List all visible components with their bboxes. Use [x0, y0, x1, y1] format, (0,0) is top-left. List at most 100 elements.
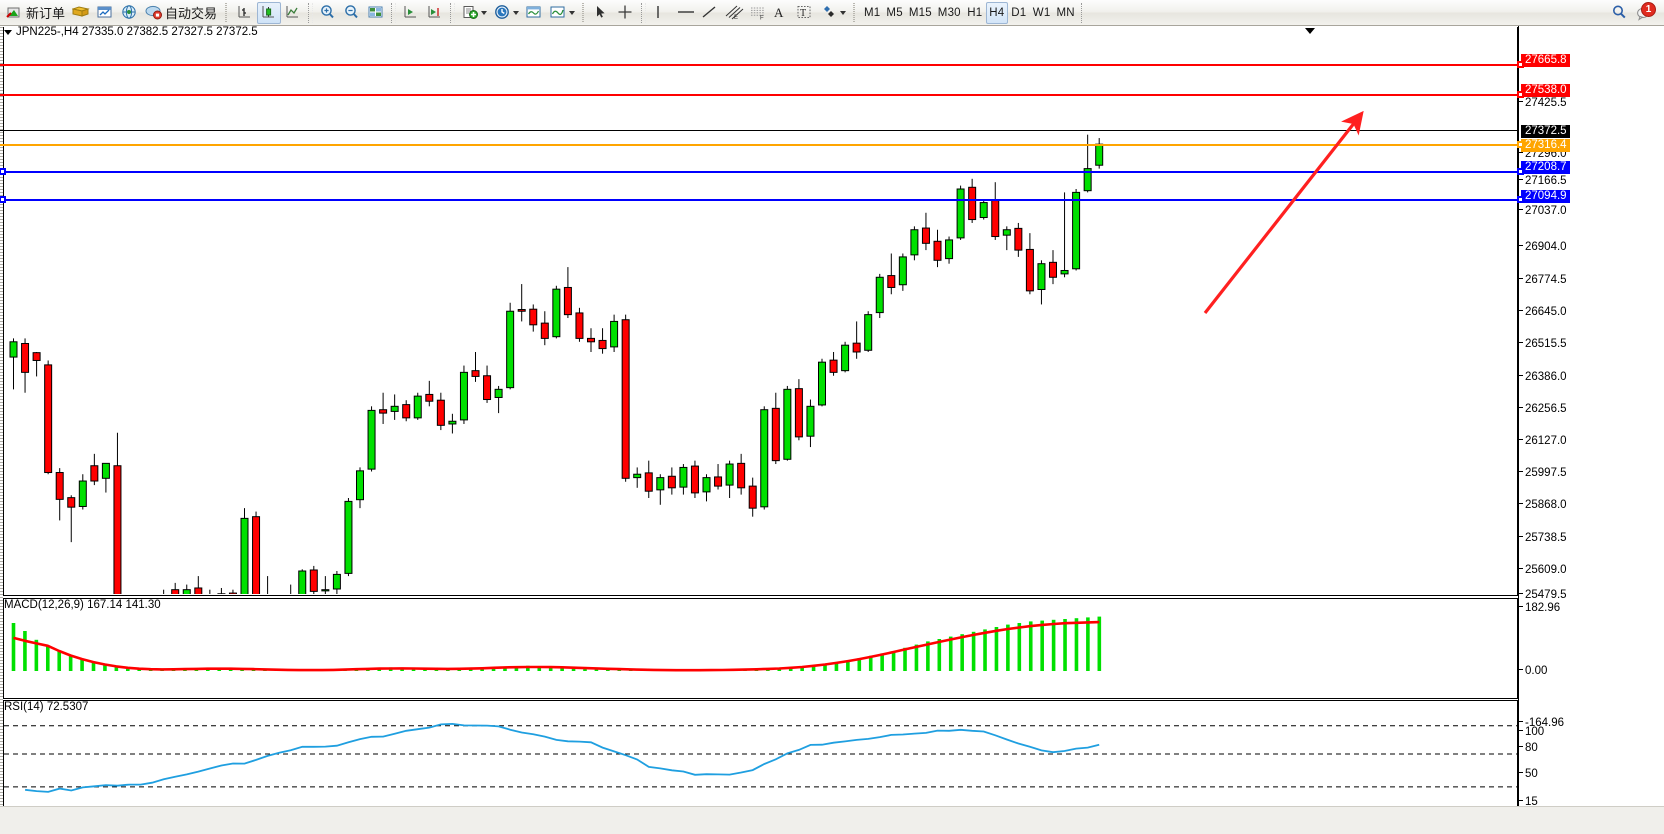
new-order-button[interactable]: 新订单: [2, 2, 69, 24]
axis-tick-label: 25479.5: [1525, 589, 1567, 601]
axis-tick-label: 182.96: [1525, 602, 1561, 614]
shapes-caret-icon[interactable]: [840, 10, 847, 15]
price-axis-tick: 50: [1519, 768, 1538, 780]
axis-tick-mark: [1519, 669, 1523, 670]
price-pane[interactable]: [3, 27, 1518, 596]
timeframe-h1[interactable]: H1: [967, 6, 983, 19]
trendline-button[interactable]: [697, 2, 721, 24]
toolbar-grip-3[interactable]: [852, 2, 859, 23]
shift-start-button[interactable]: [399, 2, 423, 24]
resistance-line-1-stroke: [0, 94, 1519, 96]
candlestick-chart-button[interactable]: [257, 1, 282, 24]
price-axis-tick: 26386.0: [1519, 371, 1567, 383]
bar-chart-button[interactable]: [233, 2, 257, 24]
chart-collapse-arrow-icon[interactable]: [1305, 28, 1315, 34]
toolbar-grip-2[interactable]: [581, 2, 588, 23]
cursor-button[interactable]: [590, 2, 614, 24]
toolbar-separator-4: [641, 2, 647, 23]
axis-tick-mark: [1519, 407, 1523, 408]
axis-tick-mark: [1519, 536, 1523, 537]
chart-vertical-grip[interactable]: [0, 27, 3, 808]
price-tag-resistance-2[interactable]: 27665.8: [1521, 54, 1570, 67]
pending-order-line-handle-right[interactable]: [1517, 141, 1524, 148]
support-line-1-handle-left[interactable]: [0, 168, 6, 175]
zoom-in-button[interactable]: [316, 2, 340, 24]
auto-trading-label: 自动交易: [165, 6, 218, 21]
support-line-2-handle-left[interactable]: [0, 196, 6, 203]
add-indicator-caret-icon[interactable]: [481, 10, 488, 15]
templates-button[interactable]: [522, 2, 546, 24]
timeframe-d1[interactable]: D1: [1011, 6, 1027, 19]
axis-tick-label: 27425.5: [1525, 97, 1567, 109]
timeframe-m15[interactable]: M15: [908, 6, 932, 19]
support-line-1-handle-right[interactable]: [1517, 168, 1524, 175]
templates-caret-icon[interactable]: [569, 10, 576, 15]
timeframe-h4[interactable]: H4: [985, 1, 1008, 24]
rsi-pane[interactable]: [3, 700, 1518, 808]
tile-windows-button[interactable]: [364, 2, 388, 24]
price-axis-tick: 26515.5: [1519, 338, 1567, 350]
shift-end-button[interactable]: [423, 2, 447, 24]
equidistant-channel-button[interactable]: E: [721, 2, 745, 24]
period-button[interactable]: [490, 2, 522, 24]
axis-tick-mark: [1519, 800, 1523, 801]
timeframe-m30[interactable]: M30: [937, 6, 961, 19]
price-axis-divider: [1518, 26, 1519, 808]
globe-button[interactable]: [117, 2, 141, 24]
timeframe-w1[interactable]: W1: [1032, 6, 1051, 19]
timeframe-mn[interactable]: MN: [1056, 6, 1075, 19]
price-tag-resistance-1[interactable]: 27538.0: [1521, 84, 1570, 97]
add-indicator-button[interactable]: [458, 2, 490, 24]
bid-line-stroke: [0, 130, 1519, 131]
axis-tick-mark: [1519, 152, 1523, 153]
candlestick-plot: [9, 134, 1104, 595]
auto-trading-button[interactable]: 自动交易: [141, 2, 221, 24]
toolbar-grip-1[interactable]: [224, 2, 231, 23]
price-axis-tick: 27425.5: [1519, 97, 1567, 109]
horizontal-line-button[interactable]: [673, 2, 697, 24]
price-axis-tick: 25609.0: [1519, 564, 1567, 576]
axis-tick-label: 26386.0: [1525, 371, 1567, 383]
price-tag-bid-price[interactable]: 27372.5: [1521, 125, 1570, 138]
rsi-label: RSI(14) 72.5307: [4, 701, 89, 713]
crosshair-button[interactable]: [614, 2, 638, 24]
text-label-button[interactable]: T: [793, 2, 817, 24]
axis-tick-mark: [1519, 209, 1523, 210]
price-axis-tick: 27037.0: [1519, 205, 1567, 217]
resistance-line-1-handle-right[interactable]: [1517, 91, 1524, 98]
shapes-button[interactable]: [817, 2, 849, 24]
support-line-2-handle-right[interactable]: [1517, 196, 1524, 203]
price-tag-support-2[interactable]: 27094.9: [1521, 190, 1570, 203]
price-axis[interactable]: 27425.5 27296.0 27166.5 27037.0 26904.0 26774…: [1519, 26, 1664, 819]
timeframe-m1[interactable]: M1: [864, 6, 881, 19]
pending-order-line-stroke: [0, 144, 1519, 146]
axis-tick-mark: [1519, 342, 1523, 343]
axis-tick-mark: [1519, 471, 1523, 472]
fibonacci-button[interactable]: F: [745, 2, 769, 24]
rsi-plot: [4, 722, 1517, 793]
status-bar: [0, 806, 1664, 834]
vertical-line-button[interactable]: [649, 2, 673, 24]
alerts-button[interactable]: 1: [1632, 1, 1658, 24]
resistance-line-2-handle-right[interactable]: [1517, 61, 1524, 68]
axis-tick-label: 26904.0: [1525, 241, 1567, 253]
price-tag-support-1[interactable]: 27208.7: [1521, 161, 1570, 174]
timeframe-m5[interactable]: M5: [886, 6, 903, 19]
chart-window-icon: [96, 4, 114, 21]
templates-secondary-button[interactable]: [546, 2, 578, 24]
price-axis-tick: 0.00: [1519, 665, 1547, 677]
chart-window-button[interactable]: [93, 2, 117, 24]
price-tag-pending-order[interactable]: 27316.4: [1521, 139, 1570, 152]
period-caret-icon[interactable]: [513, 10, 520, 15]
text-button[interactable]: A: [769, 2, 793, 24]
folder-button[interactable]: [69, 2, 93, 24]
line-chart-button[interactable]: [281, 2, 305, 24]
search-button[interactable]: [1608, 2, 1632, 24]
zoom-out-button[interactable]: [340, 2, 364, 24]
price-axis-tick: 25868.0: [1519, 499, 1567, 511]
macd-pane[interactable]: [3, 598, 1518, 699]
line-chart-icon: [284, 4, 302, 21]
chart-title-arrow-icon[interactable]: [4, 30, 12, 35]
axis-tick-label: 15: [1525, 796, 1538, 808]
axis-tick-label: 27166.5: [1525, 175, 1567, 187]
